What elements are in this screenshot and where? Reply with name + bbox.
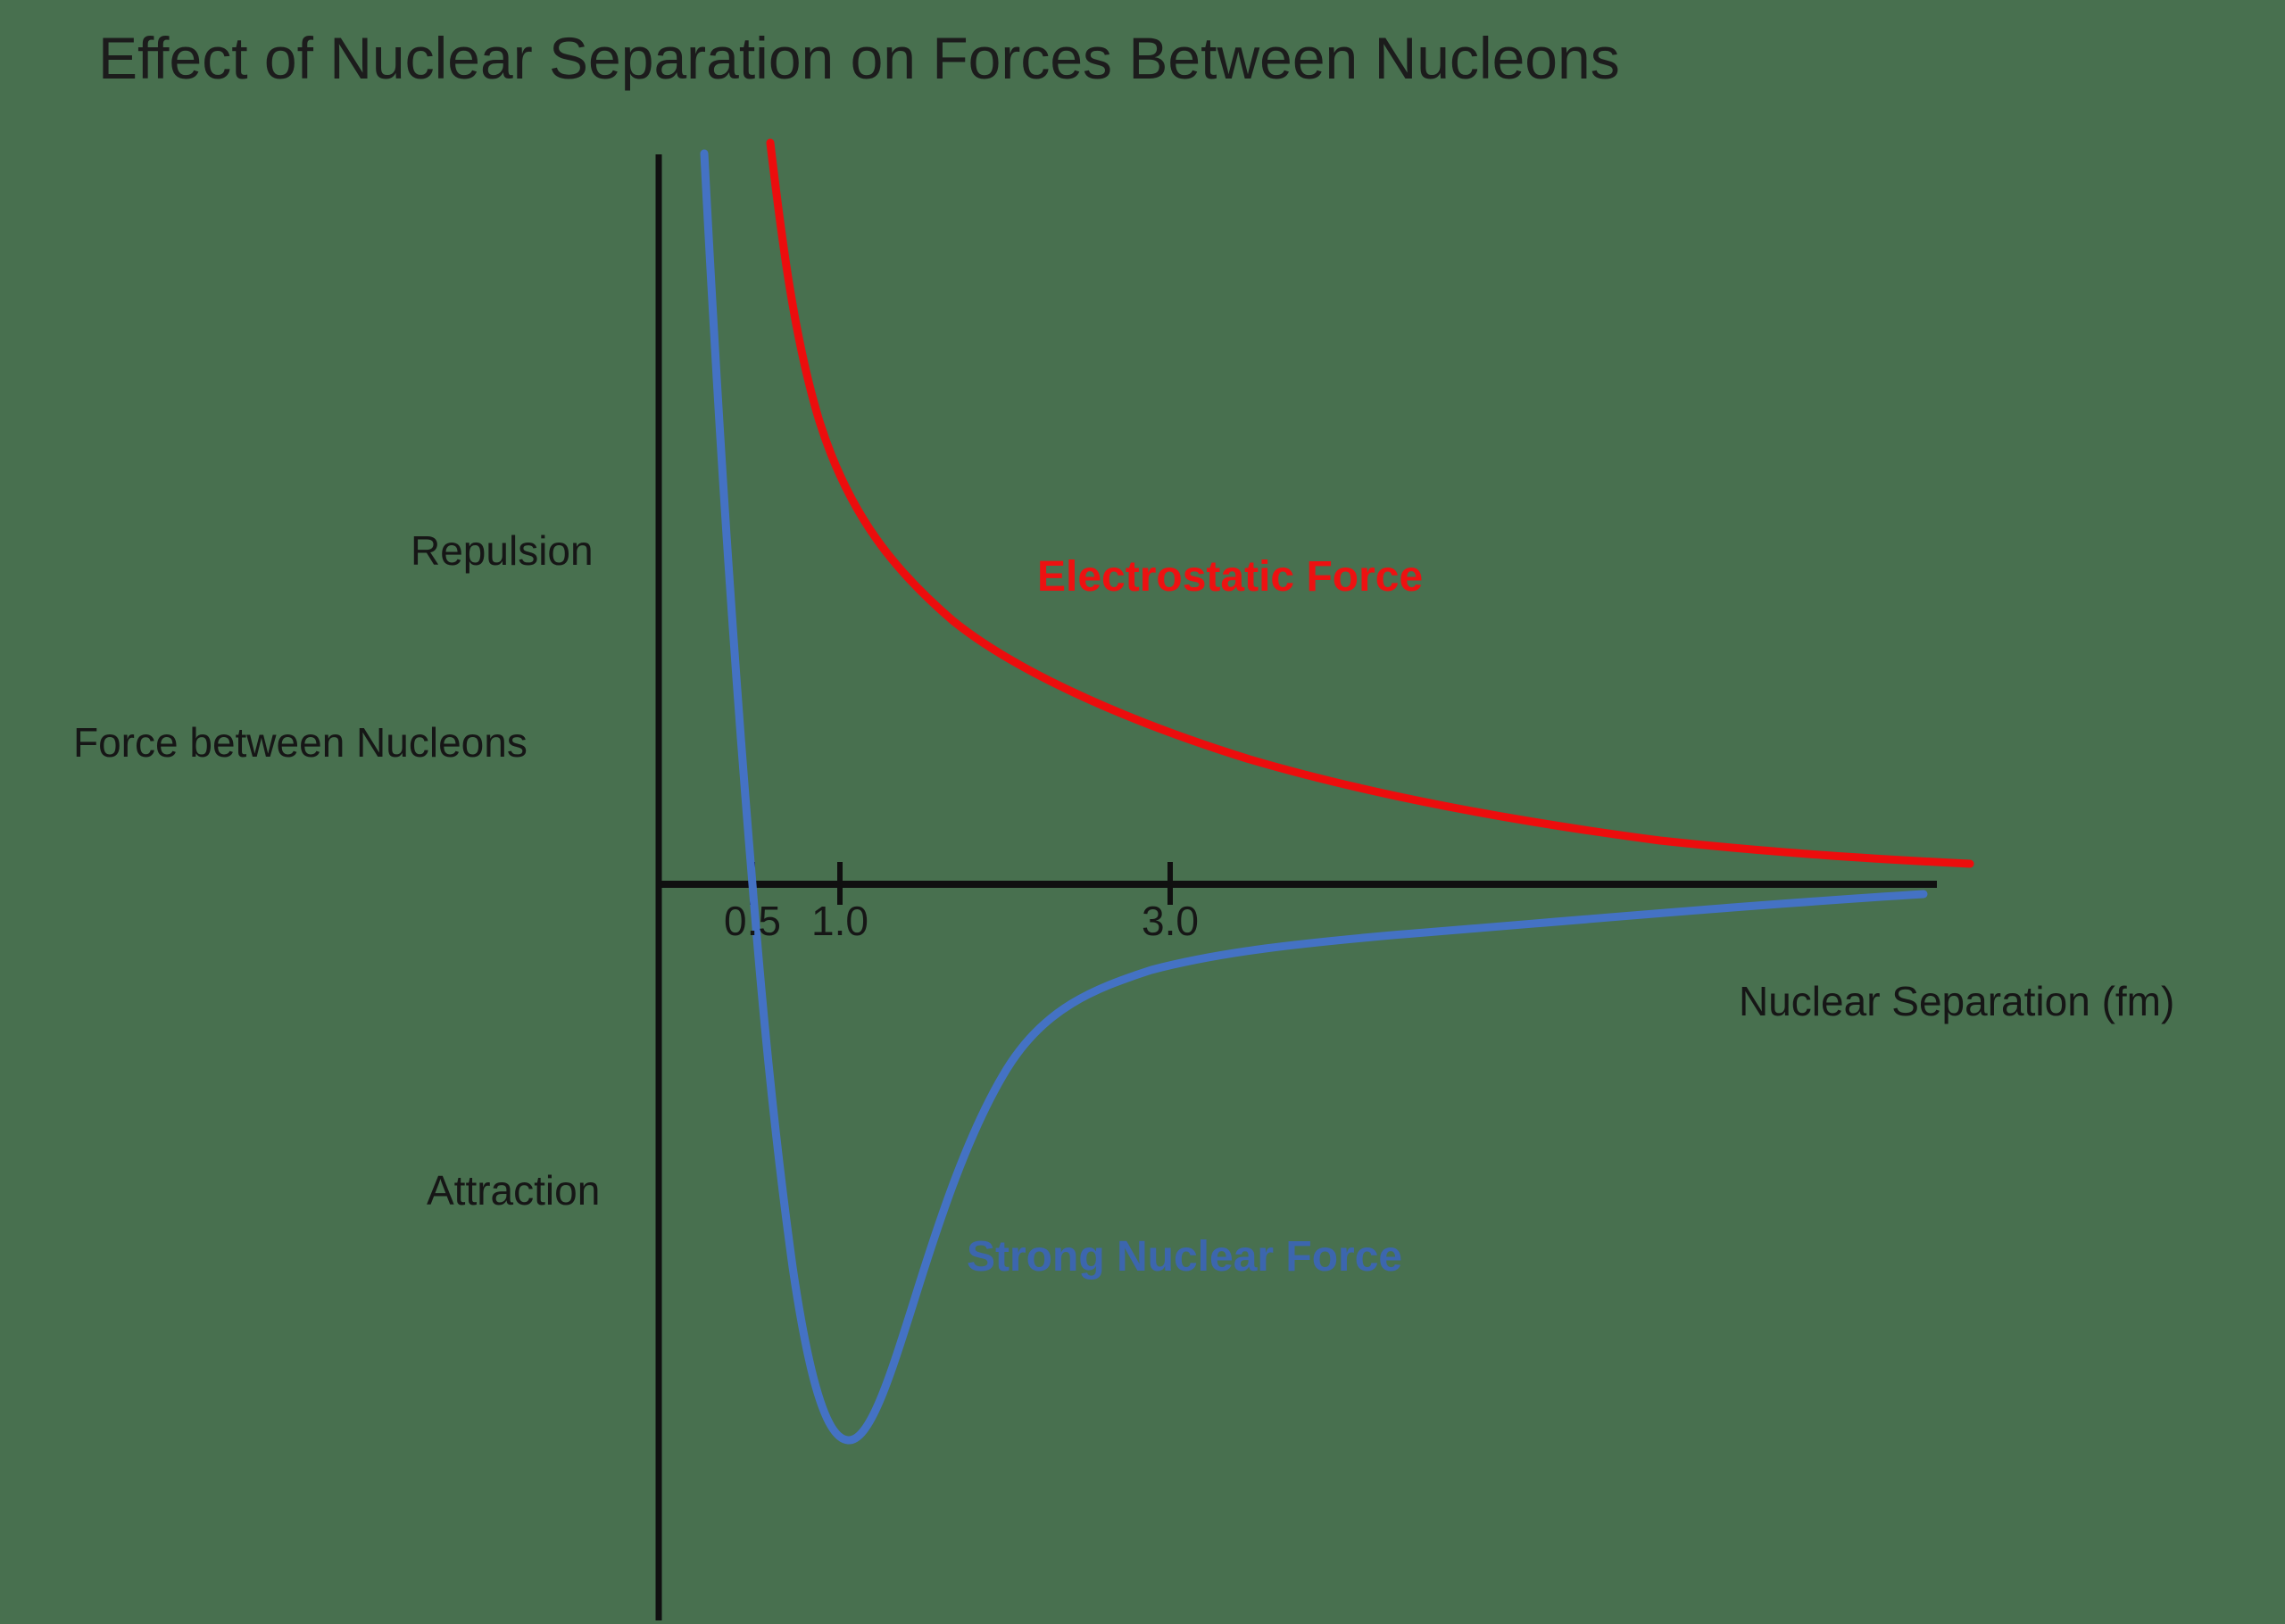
x-axis-title: Nuclear Separation (fm)	[1739, 978, 2174, 1024]
y-axis-repulsion-label: Repulsion	[411, 527, 594, 574]
x-tick-label-0-5: 0.5	[724, 898, 781, 944]
strong-nuclear-force-label: Strong Nuclear Force	[967, 1233, 1402, 1280]
chart-title: Effect of Nuclear Separation on Forces B…	[98, 25, 1620, 91]
strong-nuclear-force-curve	[700, 149, 1928, 1445]
y-axis-title: Force between Nucleons	[73, 719, 528, 766]
electrostatic-force-curve	[766, 138, 1974, 868]
x-tick-label-1-0: 1.0	[811, 898, 868, 944]
y-axis-attraction-label: Attraction	[427, 1167, 600, 1214]
electrostatic-force-label: Electrostatic Force	[1037, 553, 1423, 601]
x-tick-label-3-0: 3.0	[1142, 898, 1199, 944]
